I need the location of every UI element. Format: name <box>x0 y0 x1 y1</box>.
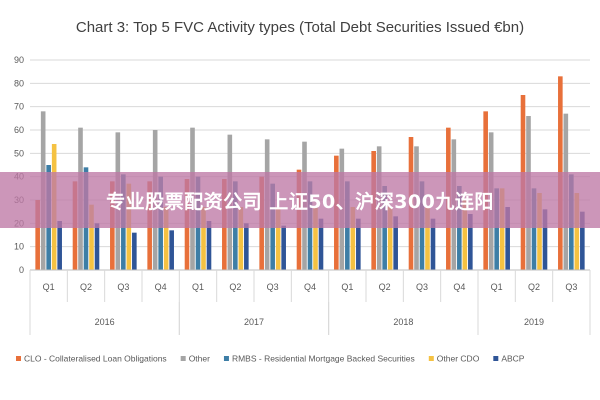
bar <box>505 207 510 270</box>
bar <box>430 218 436 270</box>
legend-swatch <box>223 356 229 361</box>
category-label: Q2 <box>379 282 391 292</box>
category-label: Q3 <box>267 282 279 292</box>
bar <box>318 218 324 270</box>
y-tick-label: 50 <box>14 148 24 158</box>
bar <box>206 221 212 270</box>
bar <box>281 225 286 270</box>
bar <box>382 186 387 270</box>
legend-label: ABCP <box>501 354 524 364</box>
legend-swatch <box>16 356 21 361</box>
bar <box>393 216 398 270</box>
legend-label: CLO - Collateralised Loan Obligations <box>24 354 167 364</box>
y-tick-label: 0 <box>19 265 24 275</box>
legend-label: Other CDO <box>437 354 480 364</box>
chart-title: Chart 3: Top 5 FVC Activity types (Total… <box>76 19 524 36</box>
overlay-banner: 专业股票配资公司 上证50、沪深300九连阳 <box>0 172 600 228</box>
bar <box>201 207 206 270</box>
bar <box>163 207 169 270</box>
legend-label: Other <box>189 354 210 364</box>
bar <box>494 188 499 270</box>
bar <box>57 221 62 270</box>
bar <box>169 230 174 270</box>
bar <box>275 207 281 270</box>
bar <box>574 193 580 270</box>
year-label: 2018 <box>393 317 413 327</box>
y-tick-label: 10 <box>14 242 24 252</box>
category-label: Q4 <box>453 282 465 292</box>
legend-label: RMBS - Residential Mortgage Backed Secur… <box>232 354 415 364</box>
y-axis-ticks: 0102030405060708090 <box>14 55 24 275</box>
year-label: 2019 <box>524 317 544 327</box>
legend-swatch <box>493 356 499 361</box>
year-label: 2017 <box>244 317 264 327</box>
y-tick-label: 70 <box>14 102 24 112</box>
category-label: Q1 <box>491 282 503 292</box>
x-axis: Q1 Q2 Q3 Q4 Q1 Q2 Q3 Q4 Q1 Q2 Q3 Q4 Q1 Q2 Q3 2016 2017 20… <box>29 269 591 335</box>
category-label: Q3 <box>117 282 129 292</box>
legend-swatch <box>180 356 186 361</box>
y-tick-label: 80 <box>14 78 24 88</box>
bar <box>350 207 356 270</box>
bar <box>580 211 585 270</box>
bar <box>542 209 548 270</box>
y-tick-label: 60 <box>14 125 24 135</box>
category-label: Q3 <box>565 282 577 292</box>
bar <box>462 200 468 270</box>
bar <box>356 218 361 270</box>
bar <box>132 232 137 270</box>
bar <box>457 186 462 270</box>
legend: CLO - Collateralised Loan Obligations Oth… <box>16 354 525 364</box>
category-label: Q3 <box>416 282 428 292</box>
category-label: Q4 <box>155 282 167 292</box>
bar <box>94 223 100 270</box>
category-label: Q1 <box>341 282 353 292</box>
category-label: Q2 <box>229 282 241 292</box>
bar <box>468 214 473 270</box>
bar <box>313 207 318 270</box>
banner-text: 专业股票配资公司 上证50、沪深300九连阳 <box>106 190 494 213</box>
y-tick-label: 90 <box>14 55 24 65</box>
year-label: 2016 <box>95 317 115 327</box>
bar <box>387 207 393 270</box>
bar <box>499 188 505 270</box>
category-label: Q1 <box>43 282 55 292</box>
bar <box>425 207 430 270</box>
bar <box>89 204 94 270</box>
bar <box>244 223 249 270</box>
category-label: Q1 <box>192 282 204 292</box>
bar <box>537 193 542 270</box>
category-label: Q2 <box>80 282 92 292</box>
bar <box>238 207 244 270</box>
category-label: Q2 <box>528 282 540 292</box>
category-label: Q4 <box>304 282 316 292</box>
legend-swatch <box>428 356 434 361</box>
bar <box>531 188 537 270</box>
bar <box>35 200 40 270</box>
